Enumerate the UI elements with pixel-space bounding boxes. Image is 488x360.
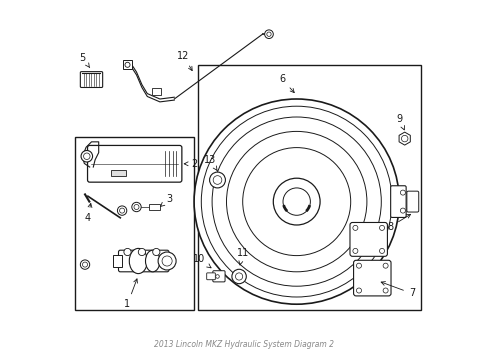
FancyBboxPatch shape bbox=[118, 250, 168, 272]
Circle shape bbox=[400, 190, 405, 195]
FancyBboxPatch shape bbox=[406, 191, 418, 212]
Text: 2013 Lincoln MKZ Hydraulic System Diagram 2: 2013 Lincoln MKZ Hydraulic System Diagra… bbox=[154, 340, 334, 349]
Circle shape bbox=[125, 62, 130, 67]
Circle shape bbox=[80, 260, 89, 269]
Ellipse shape bbox=[145, 250, 160, 272]
Circle shape bbox=[401, 135, 407, 142]
Circle shape bbox=[213, 176, 222, 184]
Circle shape bbox=[231, 269, 246, 284]
Polygon shape bbox=[82, 142, 99, 167]
Text: 11: 11 bbox=[236, 248, 248, 265]
Circle shape bbox=[215, 275, 219, 278]
Circle shape bbox=[201, 106, 391, 297]
Text: 12: 12 bbox=[177, 51, 192, 71]
Circle shape bbox=[117, 206, 126, 215]
Circle shape bbox=[382, 263, 387, 268]
Bar bbox=[149, 204, 160, 210]
FancyBboxPatch shape bbox=[80, 72, 102, 87]
Circle shape bbox=[158, 252, 176, 270]
Circle shape bbox=[382, 288, 387, 293]
Circle shape bbox=[123, 248, 131, 256]
Circle shape bbox=[152, 248, 160, 256]
Text: 5: 5 bbox=[79, 53, 89, 68]
Bar bbox=[75, 137, 194, 310]
FancyBboxPatch shape bbox=[206, 273, 215, 280]
Circle shape bbox=[134, 204, 139, 210]
Ellipse shape bbox=[129, 248, 147, 274]
Circle shape bbox=[352, 248, 357, 253]
Circle shape bbox=[264, 30, 273, 39]
FancyBboxPatch shape bbox=[390, 186, 406, 217]
Circle shape bbox=[356, 263, 361, 268]
Text: 13: 13 bbox=[204, 155, 217, 170]
Text: 8: 8 bbox=[386, 214, 410, 232]
Circle shape bbox=[82, 262, 87, 267]
Text: 1: 1 bbox=[124, 279, 137, 309]
Bar bbox=[197, 65, 420, 310]
Circle shape bbox=[379, 225, 384, 230]
Circle shape bbox=[132, 202, 141, 212]
FancyBboxPatch shape bbox=[349, 222, 386, 256]
Circle shape bbox=[83, 153, 90, 159]
Circle shape bbox=[226, 131, 366, 272]
Circle shape bbox=[352, 225, 357, 230]
FancyBboxPatch shape bbox=[87, 145, 182, 182]
Text: 7: 7 bbox=[381, 282, 414, 298]
Bar bbox=[113, 255, 122, 267]
Bar bbox=[152, 88, 160, 95]
Circle shape bbox=[379, 248, 384, 253]
Text: 2: 2 bbox=[184, 159, 197, 169]
Circle shape bbox=[120, 208, 124, 213]
Circle shape bbox=[273, 178, 320, 225]
Circle shape bbox=[162, 256, 172, 266]
FancyBboxPatch shape bbox=[212, 271, 224, 282]
Text: 10: 10 bbox=[193, 254, 210, 268]
Circle shape bbox=[138, 248, 145, 256]
Text: 4: 4 bbox=[84, 203, 92, 223]
Circle shape bbox=[81, 150, 92, 162]
Circle shape bbox=[400, 208, 405, 213]
FancyBboxPatch shape bbox=[353, 260, 390, 296]
Bar bbox=[111, 170, 125, 176]
Circle shape bbox=[212, 117, 381, 286]
Circle shape bbox=[235, 273, 242, 280]
Circle shape bbox=[242, 148, 350, 256]
Circle shape bbox=[266, 32, 270, 36]
Text: 6: 6 bbox=[279, 74, 294, 93]
Circle shape bbox=[283, 188, 310, 215]
Text: 3: 3 bbox=[160, 194, 172, 206]
Bar bbox=[123, 60, 132, 69]
Circle shape bbox=[194, 99, 399, 304]
Text: 9: 9 bbox=[395, 114, 404, 130]
Circle shape bbox=[356, 288, 361, 293]
Circle shape bbox=[209, 172, 225, 188]
